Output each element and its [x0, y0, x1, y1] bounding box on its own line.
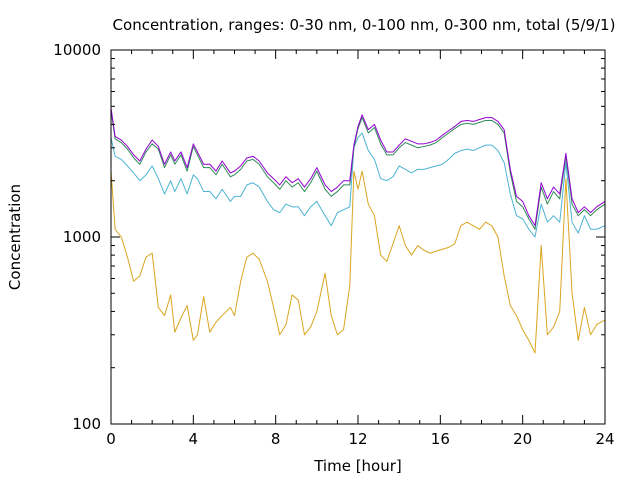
plot-frame: [110, 49, 606, 425]
y-tick-label: 10000: [53, 41, 101, 59]
x-tick-label: 16: [431, 430, 450, 448]
x-tick-label: 20: [513, 430, 532, 448]
series-line-2: [110, 132, 606, 238]
series-line-3: [110, 110, 606, 230]
x-axis-label: Time [hour]: [313, 457, 402, 475]
y-tick-label: 100: [72, 415, 101, 433]
y-axis-label: Concentration: [6, 184, 24, 290]
x-tick-label: 0: [106, 430, 116, 448]
x-tick-label: 12: [348, 430, 367, 448]
x-tick-label: 8: [271, 430, 281, 448]
series-line-4: [110, 107, 606, 227]
x-tick-label: 4: [189, 430, 199, 448]
y-tick-label: 1000: [63, 228, 101, 246]
chart-title: Concentration, ranges: 0-30 nm, 0-100 nm…: [113, 16, 616, 34]
series-layer: [110, 107, 606, 354]
ticks-layer: 0 4 8 12 16 20 24 100 1000 10000: [53, 41, 614, 448]
series-line-1: [110, 170, 606, 354]
x-tick-label: 24: [595, 430, 614, 448]
